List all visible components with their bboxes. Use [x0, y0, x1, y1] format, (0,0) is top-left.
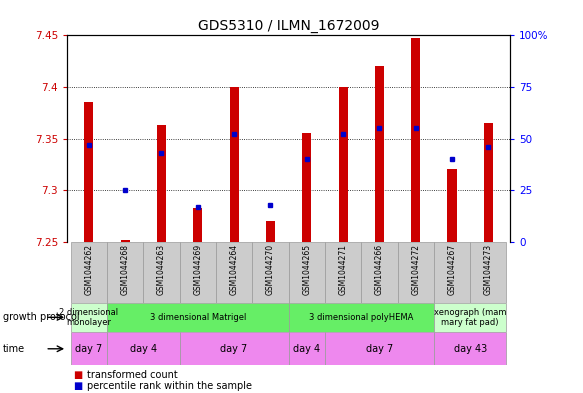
- Text: GSM1044267: GSM1044267: [448, 244, 456, 295]
- Bar: [448, 169, 456, 242]
- Bar: [375, 66, 384, 242]
- Bar: [107, 332, 180, 365]
- Bar: [107, 303, 289, 332]
- Bar: [302, 133, 311, 242]
- Bar: [289, 332, 325, 365]
- Text: 2 dimensional
monolayer: 2 dimensional monolayer: [59, 308, 118, 327]
- Bar: [71, 303, 107, 332]
- Bar: [411, 39, 420, 242]
- Bar: [289, 242, 325, 303]
- Text: day 4: day 4: [130, 344, 157, 354]
- Text: GSM1044269: GSM1044269: [194, 244, 202, 295]
- Bar: [266, 221, 275, 242]
- Bar: [193, 208, 202, 242]
- Bar: [71, 332, 107, 365]
- Bar: [143, 242, 180, 303]
- Bar: [107, 242, 143, 303]
- Bar: [252, 242, 289, 303]
- Bar: [339, 87, 347, 242]
- Title: GDS5310 / ILMN_1672009: GDS5310 / ILMN_1672009: [198, 19, 380, 33]
- Text: ■: ■: [73, 381, 82, 391]
- Text: day 7: day 7: [75, 344, 103, 354]
- Text: day 7: day 7: [220, 344, 248, 354]
- Text: 3 dimensional Matrigel: 3 dimensional Matrigel: [150, 313, 246, 322]
- Bar: [71, 242, 107, 303]
- Text: GSM1044271: GSM1044271: [339, 244, 347, 294]
- Text: growth protocol: growth protocol: [3, 312, 79, 322]
- Bar: [216, 242, 252, 303]
- Text: day 7: day 7: [366, 344, 393, 354]
- Bar: [434, 303, 507, 332]
- Bar: [361, 242, 398, 303]
- Bar: [230, 87, 238, 242]
- Text: GSM1044266: GSM1044266: [375, 244, 384, 295]
- Text: transformed count: transformed count: [87, 370, 178, 380]
- Text: xenograph (mam
mary fat pad): xenograph (mam mary fat pad): [434, 308, 507, 327]
- Text: 3 dimensional polyHEMA: 3 dimensional polyHEMA: [309, 313, 413, 322]
- Bar: [434, 242, 470, 303]
- Text: ■: ■: [73, 370, 82, 380]
- Text: GSM1044272: GSM1044272: [411, 244, 420, 294]
- Text: GSM1044268: GSM1044268: [121, 244, 129, 294]
- Text: GSM1044262: GSM1044262: [85, 244, 93, 294]
- Text: GSM1044265: GSM1044265: [302, 244, 311, 295]
- Text: GSM1044270: GSM1044270: [266, 244, 275, 295]
- Bar: [325, 242, 361, 303]
- Bar: [180, 242, 216, 303]
- Text: time: time: [3, 344, 25, 354]
- Bar: [289, 303, 434, 332]
- Bar: [121, 240, 129, 242]
- Text: day 43: day 43: [454, 344, 487, 354]
- Text: GSM1044273: GSM1044273: [484, 244, 493, 295]
- Bar: [85, 103, 93, 242]
- Bar: [325, 332, 434, 365]
- Bar: [180, 332, 289, 365]
- Bar: [398, 242, 434, 303]
- Text: GSM1044263: GSM1044263: [157, 244, 166, 295]
- Bar: [484, 123, 493, 242]
- Text: GSM1044264: GSM1044264: [230, 244, 238, 295]
- Text: percentile rank within the sample: percentile rank within the sample: [87, 381, 252, 391]
- Bar: [434, 332, 507, 365]
- Bar: [470, 242, 507, 303]
- Bar: [157, 125, 166, 242]
- Text: day 4: day 4: [293, 344, 320, 354]
